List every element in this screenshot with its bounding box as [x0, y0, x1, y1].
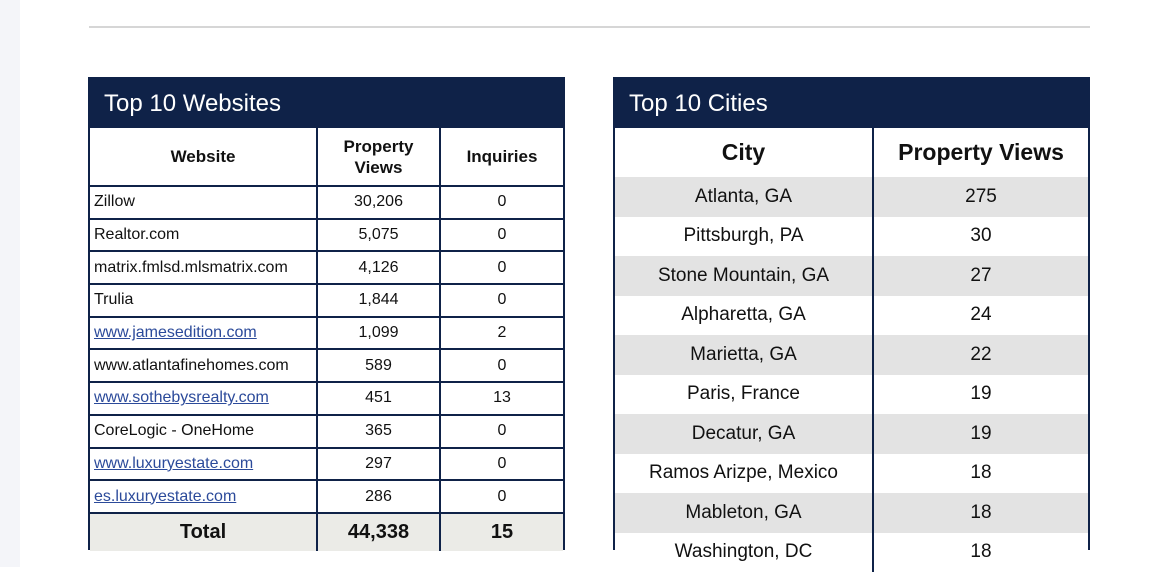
total-inquiries: 15 — [440, 513, 563, 551]
website-name: es.luxuryestate.com — [90, 480, 317, 513]
city-name: Paris, France — [615, 375, 873, 415]
city-name: Washington, DC — [615, 533, 873, 572]
website-inquiries: 0 — [440, 349, 563, 382]
city-views: 18 — [873, 493, 1088, 533]
left-margin-strip — [0, 0, 20, 567]
website-views: 297 — [317, 448, 440, 481]
table-row: www.luxuryestate.com 297 0 — [90, 448, 563, 481]
city-views: 275 — [873, 177, 1088, 217]
city-views: 24 — [873, 296, 1088, 336]
website-name: Trulia — [90, 284, 317, 317]
header-city-property-views: Property Views — [873, 128, 1088, 177]
table-row: es.luxuryestate.com 286 0 — [90, 480, 563, 513]
city-name: Decatur, GA — [615, 414, 873, 454]
city-views: 19 — [873, 414, 1088, 454]
website-views: 1,099 — [317, 317, 440, 350]
website-inquiries: 0 — [440, 448, 563, 481]
website-link[interactable]: www.sothebysrealty.com — [94, 389, 269, 406]
websites-table: Website Property Views Inquiries Zillow … — [90, 128, 563, 551]
total-views: 44,338 — [317, 513, 440, 551]
website-inquiries: 0 — [440, 186, 563, 219]
website-name: www.jamesedition.com — [90, 317, 317, 350]
city-views: 18 — [873, 454, 1088, 494]
table-row: www.atlantafinehomes.com 589 0 — [90, 349, 563, 382]
city-views: 19 — [873, 375, 1088, 415]
table-row: Paris, France 19 — [615, 375, 1088, 415]
table-row: Decatur, GA 19 — [615, 414, 1088, 454]
website-name: www.luxuryestate.com — [90, 448, 317, 481]
table-row: matrix.fmlsd.mlsmatrix.com 4,126 0 — [90, 251, 563, 284]
website-inquiries: 13 — [440, 382, 563, 415]
city-views: 27 — [873, 256, 1088, 296]
website-inquiries: 0 — [440, 415, 563, 448]
table-row: Pittsburgh, PA 30 — [615, 217, 1088, 257]
city-views: 30 — [873, 217, 1088, 257]
table-row: www.jamesedition.com 1,099 2 — [90, 317, 563, 350]
city-name: Mableton, GA — [615, 493, 873, 533]
city-name: Alpharetta, GA — [615, 296, 873, 336]
table-row: Zillow 30,206 0 — [90, 186, 563, 219]
section-divider — [89, 26, 1090, 28]
table-row: Mableton, GA 18 — [615, 493, 1088, 533]
header-property-views: Property Views — [317, 128, 440, 186]
city-views: 18 — [873, 533, 1088, 572]
website-inquiries: 0 — [440, 251, 563, 284]
cities-table: City Property Views Atlanta, GA 275 Pitt… — [615, 128, 1088, 572]
website-link[interactable]: www.luxuryestate.com — [94, 455, 253, 472]
website-inquiries: 0 — [440, 219, 563, 252]
website-inquiries: 2 — [440, 317, 563, 350]
city-name: Marietta, GA — [615, 335, 873, 375]
city-name: Ramos Arizpe, Mexico — [615, 454, 873, 494]
top-cities-title: Top 10 Cities — [615, 79, 1088, 128]
city-name: Stone Mountain, GA — [615, 256, 873, 296]
website-name: Realtor.com — [90, 219, 317, 252]
header-inquiries: Inquiries — [440, 128, 563, 186]
table-row: CoreLogic - OneHome 365 0 — [90, 415, 563, 448]
website-name: www.atlantafinehomes.com — [90, 349, 317, 382]
website-link[interactable]: es.luxuryestate.com — [94, 488, 236, 505]
website-views: 286 — [317, 480, 440, 513]
websites-total-row: Total 44,338 15 — [90, 513, 563, 551]
table-row: Marietta, GA 22 — [615, 335, 1088, 375]
table-row: Alpharetta, GA 24 — [615, 296, 1088, 336]
websites-header-row: Website Property Views Inquiries — [90, 128, 563, 186]
table-row: Stone Mountain, GA 27 — [615, 256, 1088, 296]
top-cities-panel: Top 10 Cities City Property Views Atlant… — [613, 77, 1090, 550]
cities-header-row: City Property Views — [615, 128, 1088, 177]
top-websites-title: Top 10 Websites — [90, 79, 563, 128]
city-name: Pittsburgh, PA — [615, 217, 873, 257]
website-views: 30,206 — [317, 186, 440, 219]
website-link[interactable]: www.jamesedition.com — [94, 324, 257, 341]
header-city: City — [615, 128, 873, 177]
website-views: 589 — [317, 349, 440, 382]
website-name: CoreLogic - OneHome — [90, 415, 317, 448]
top-websites-panel: Top 10 Websites Website Property Views I… — [88, 77, 565, 550]
website-name: Zillow — [90, 186, 317, 219]
table-row: Realtor.com 5,075 0 — [90, 219, 563, 252]
website-views: 1,844 — [317, 284, 440, 317]
website-views: 5,075 — [317, 219, 440, 252]
website-name: matrix.fmlsd.mlsmatrix.com — [90, 251, 317, 284]
website-views: 451 — [317, 382, 440, 415]
city-name: Atlanta, GA — [615, 177, 873, 217]
table-row: Atlanta, GA 275 — [615, 177, 1088, 217]
website-views: 365 — [317, 415, 440, 448]
city-views: 22 — [873, 335, 1088, 375]
total-label: Total — [90, 513, 317, 551]
website-inquiries: 0 — [440, 480, 563, 513]
website-views: 4,126 — [317, 251, 440, 284]
website-inquiries: 0 — [440, 284, 563, 317]
table-row: Trulia 1,844 0 — [90, 284, 563, 317]
table-row: Washington, DC 18 — [615, 533, 1088, 572]
table-row: www.sothebysrealty.com 451 13 — [90, 382, 563, 415]
table-row: Ramos Arizpe, Mexico 18 — [615, 454, 1088, 494]
website-name: www.sothebysrealty.com — [90, 382, 317, 415]
header-website: Website — [90, 128, 317, 186]
